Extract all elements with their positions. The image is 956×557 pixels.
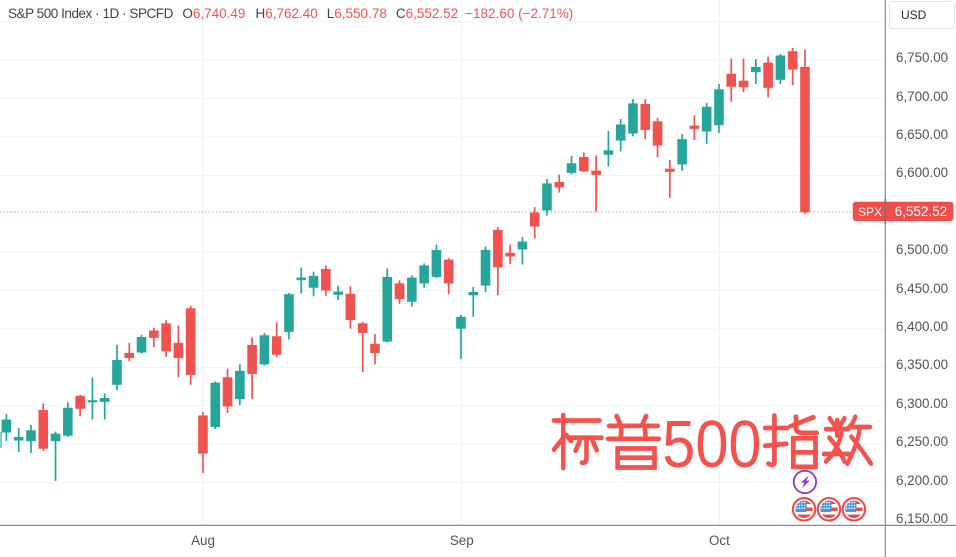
svg-text:500: 500 (662, 408, 761, 482)
